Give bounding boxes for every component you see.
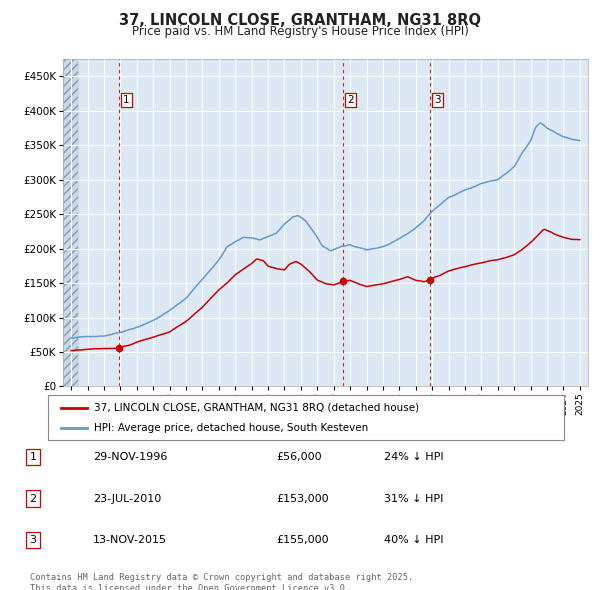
Text: Contains HM Land Registry data © Crown copyright and database right 2025.
This d: Contains HM Land Registry data © Crown c…	[30, 573, 413, 590]
Text: 3: 3	[29, 535, 37, 545]
Text: £153,000: £153,000	[276, 494, 329, 503]
Bar	[63, 59, 78, 386]
Text: 3: 3	[434, 95, 441, 105]
Text: 1: 1	[29, 453, 37, 462]
Text: 31% ↓ HPI: 31% ↓ HPI	[384, 494, 443, 503]
Text: 2: 2	[29, 494, 37, 503]
Text: 37, LINCOLN CLOSE, GRANTHAM, NG31 8RQ (detached house): 37, LINCOLN CLOSE, GRANTHAM, NG31 8RQ (d…	[94, 403, 419, 412]
Text: 37, LINCOLN CLOSE, GRANTHAM, NG31 8RQ: 37, LINCOLN CLOSE, GRANTHAM, NG31 8RQ	[119, 13, 481, 28]
Text: £155,000: £155,000	[276, 535, 329, 545]
Text: 23-JUL-2010: 23-JUL-2010	[93, 494, 161, 503]
FancyBboxPatch shape	[48, 395, 564, 440]
Text: 13-NOV-2015: 13-NOV-2015	[93, 535, 167, 545]
Text: HPI: Average price, detached house, South Kesteven: HPI: Average price, detached house, Sout…	[94, 424, 368, 434]
Text: 1: 1	[123, 95, 130, 105]
Bar	[63, 59, 78, 386]
Text: 2: 2	[347, 95, 353, 105]
Text: 40% ↓ HPI: 40% ↓ HPI	[384, 535, 443, 545]
Text: 24% ↓ HPI: 24% ↓ HPI	[384, 453, 443, 462]
Text: £56,000: £56,000	[276, 453, 322, 462]
Text: Price paid vs. HM Land Registry's House Price Index (HPI): Price paid vs. HM Land Registry's House …	[131, 25, 469, 38]
Text: 29-NOV-1996: 29-NOV-1996	[93, 453, 167, 462]
